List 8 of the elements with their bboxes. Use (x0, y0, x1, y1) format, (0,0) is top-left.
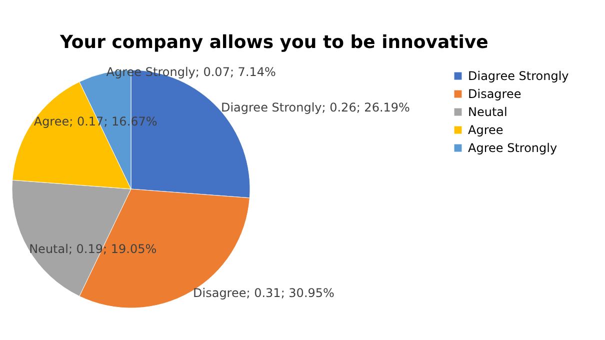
legend-label: Disagree (468, 87, 522, 101)
chart-title: Your company allows you to be innovative (59, 32, 488, 54)
legend-label: Diagree Strongly (468, 69, 569, 83)
legend-label: Neutal (468, 105, 508, 119)
data-label: Diagree Strongly; 0.26; 26.19% (220, 100, 410, 114)
legend-label: Agree (468, 123, 504, 137)
data-label: Disagree; 0.31; 30.95% (193, 286, 334, 300)
legend-label: Agree Strongly (468, 141, 558, 155)
